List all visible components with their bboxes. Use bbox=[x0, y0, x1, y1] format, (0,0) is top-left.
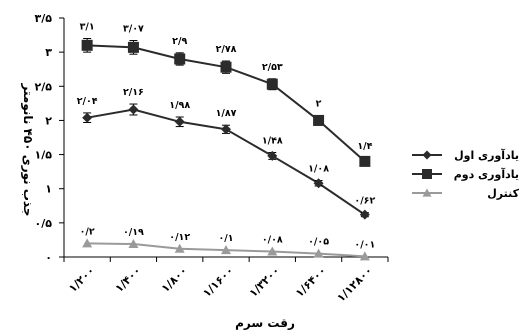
y-axis-title: جذب نوری ۴۵۰ نانومتر bbox=[20, 83, 35, 217]
y-tick-label: ۳/۵ bbox=[35, 12, 53, 25]
legend-label: کنترل bbox=[487, 187, 519, 200]
data-point-square bbox=[127, 41, 139, 53]
y-tick-label: ۱ bbox=[45, 183, 52, 196]
data-label: ۱/۴۸ bbox=[262, 136, 283, 147]
data-point-square bbox=[220, 61, 232, 73]
data-label: ۲/۷۸ bbox=[216, 44, 237, 55]
series-group: ۲/۰۴ ۲/۱۶ ۱/۹۸ ۱/۸۷ ۱/۴۸ ۱/۰۸ ۰/۶۲ ۳/۱ ۳/۰۷ ۲/۹ ۲/… bbox=[77, 21, 375, 261]
x-tick-label: ۱/۲۰۰ bbox=[66, 264, 97, 295]
data-label: ۲/۵۳ bbox=[262, 62, 283, 73]
series-3: ۰/۲ ۰/۱۹ ۰/۱۲ ۰/۱ ۰/۰۸ ۰/۰۵ ۰/۰۱ bbox=[80, 226, 375, 261]
y-tick-label: ۲ bbox=[45, 114, 52, 127]
axes bbox=[63, 18, 388, 258]
data-point-square bbox=[422, 169, 432, 179]
data-point-diamond bbox=[174, 116, 185, 127]
data-label: ۰/۰۱ bbox=[354, 239, 375, 250]
data-label: ۲/۱۶ bbox=[123, 87, 144, 98]
data-label: ۰/۶۲ bbox=[354, 196, 375, 207]
x-tick-label: ۱/۱۲۸۰۰ bbox=[334, 264, 375, 305]
data-label: ۰/۲ bbox=[80, 226, 95, 237]
y-tick-label: ۰/۵ bbox=[35, 217, 53, 230]
series-1: ۲/۰۴ ۲/۱۶ ۱/۹۸ ۱/۸۷ ۱/۴۸ ۱/۰۸ ۰/۶۲ bbox=[77, 87, 375, 220]
data-point-triangle bbox=[128, 239, 139, 249]
data-point-triangle bbox=[267, 246, 278, 256]
data-label: ۰/۰۵ bbox=[308, 237, 329, 248]
data-point-triangle bbox=[221, 245, 231, 255]
data-label: ۱/۹۸ bbox=[169, 100, 190, 111]
x-tick-label: ۱/۳۲۰۰ bbox=[247, 264, 283, 300]
data-point-triangle bbox=[313, 248, 324, 258]
legend-item-3: کنترل bbox=[412, 187, 520, 200]
data-point-triangle bbox=[82, 238, 93, 248]
data-point-square bbox=[266, 78, 278, 90]
legend-item-1: یادآوری اول bbox=[412, 148, 519, 162]
data-point-triangle bbox=[359, 251, 370, 261]
x-tick-label: ۱/۴۰۰ bbox=[113, 264, 144, 295]
legend-label: یادآوری اول bbox=[454, 148, 519, 162]
data-point-square bbox=[359, 155, 371, 167]
data-label: ۲ bbox=[316, 99, 322, 110]
legend: یادآوری اول یادآوری دوم کنترل bbox=[412, 148, 520, 200]
y-tick-label: ۳ bbox=[45, 46, 52, 59]
data-point-square bbox=[313, 114, 325, 126]
data-label: ۱/۸۷ bbox=[216, 108, 237, 119]
data-label: ۲/۰۴ bbox=[77, 96, 98, 107]
data-label: ۰/۰۸ bbox=[262, 235, 283, 246]
y-ticks: ۰ ۰/۵ ۱ ۱/۵ ۲ ۲/۵ ۳ ۳/۵ bbox=[35, 12, 64, 264]
data-point-triangle bbox=[174, 243, 185, 253]
data-label: ۱/۴ bbox=[357, 141, 372, 152]
legend-label: یادآوری دوم bbox=[454, 167, 519, 181]
data-label: ۳/۰۷ bbox=[123, 24, 144, 35]
x-ticks: ۱/۲۰۰ ۱/۴۰۰ ۱/۸۰۰ ۱/۱۶۰۰ ۱/۳۲۰۰ ۱/۶۴۰۰ ۱/۱۲۸۰۰ bbox=[63, 257, 389, 305]
data-label: ۱/۰۸ bbox=[308, 164, 329, 175]
data-label: ۰/۱۹ bbox=[123, 227, 144, 238]
data-point-square bbox=[81, 39, 93, 51]
data-point-diamond bbox=[422, 150, 432, 160]
data-point-square bbox=[174, 53, 186, 65]
x-tick-label: ۱/۱۶۰۰ bbox=[200, 264, 236, 300]
data-label: ۰/۱۲ bbox=[169, 232, 190, 243]
data-label: ۳/۱ bbox=[80, 21, 95, 32]
data-point-diamond bbox=[221, 124, 231, 135]
x-axis-title: رقت سرم bbox=[235, 316, 295, 331]
x-tick-label: ۱/۶۴۰۰ bbox=[293, 264, 329, 300]
y-tick-label: ۲/۵ bbox=[35, 80, 53, 93]
data-point-diamond bbox=[128, 104, 139, 115]
data-point-diamond bbox=[82, 112, 93, 123]
data-point-diamond bbox=[359, 209, 370, 220]
y-tick-label: ۱/۵ bbox=[35, 149, 53, 162]
data-point-diamond bbox=[267, 150, 278, 161]
y-tick-label: ۰ bbox=[45, 251, 52, 264]
data-point-diamond bbox=[313, 178, 324, 189]
data-label: ۲/۹ bbox=[172, 36, 187, 47]
legend-item-2: یادآوری دوم bbox=[412, 167, 519, 181]
series-2: ۳/۱ ۳/۰۷ ۲/۹ ۲/۷۸ ۲/۵۳ ۲ ۱/۴ bbox=[80, 21, 373, 167]
x-tick-label: ۱/۸۰۰ bbox=[159, 264, 190, 295]
data-point-triangle bbox=[422, 188, 432, 197]
data-label: ۰/۱ bbox=[218, 233, 233, 244]
